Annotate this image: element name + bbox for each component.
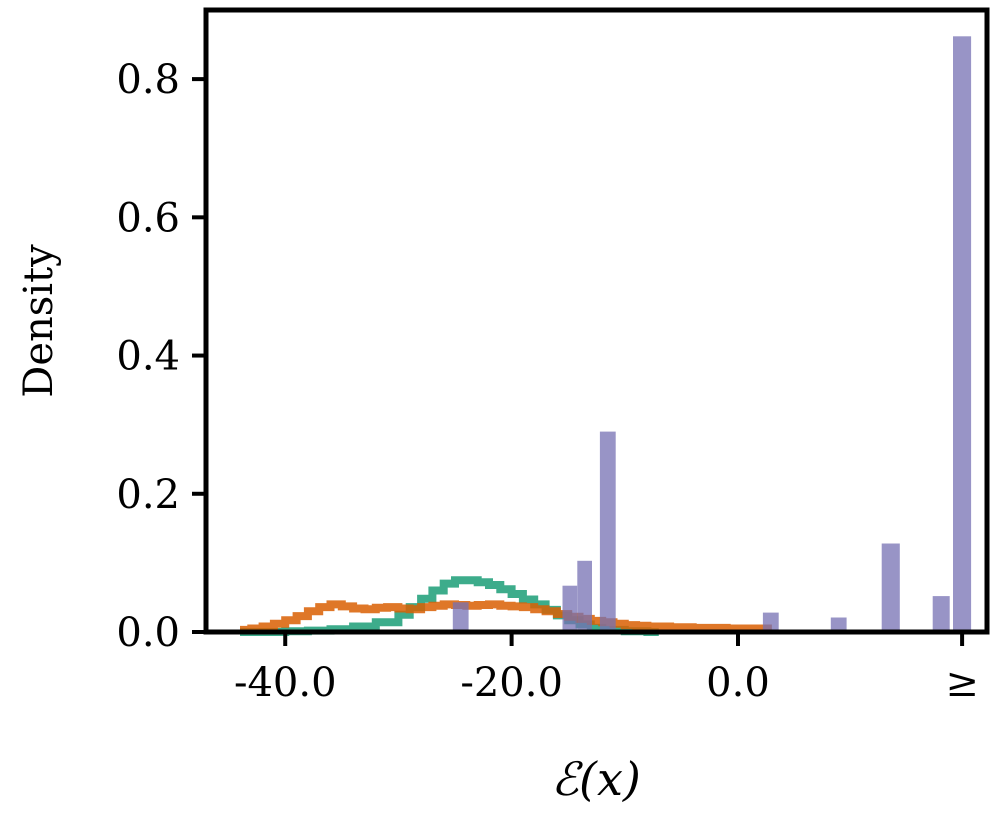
x-tick-label: -20.0 xyxy=(460,660,563,706)
histogram-bar xyxy=(452,602,469,632)
x-axis-label: ℰ(x) xyxy=(551,752,641,806)
plot-frame xyxy=(203,7,990,635)
x-tick-label: ≥ xyxy=(945,660,979,706)
histogram-bar xyxy=(881,543,900,632)
y-tick-label: 0.6 xyxy=(116,195,180,241)
y-tick-label: 0.4 xyxy=(116,334,180,380)
histogram-bar xyxy=(932,596,950,632)
x-tick-label: -40.0 xyxy=(234,660,337,706)
histogram-bar xyxy=(562,585,578,632)
x-tick-label: 0.0 xyxy=(706,660,770,706)
y-axis-label: Density xyxy=(16,244,62,398)
y-tick-label: 0.0 xyxy=(116,610,180,656)
histogram-bar xyxy=(762,612,779,632)
axis-ticks: -40.0 -20.0 0.0 ≥0.0 0.2 0.4 0.6 0.8 xyxy=(116,57,978,706)
histogram-bar xyxy=(953,36,972,633)
histogram-bar xyxy=(577,560,592,632)
y-tick-label: 0.2 xyxy=(116,472,180,518)
y-tick-label: 0.8 xyxy=(116,57,180,103)
plot-area xyxy=(240,36,972,636)
series-1-step-line xyxy=(240,600,772,634)
histogram-bar xyxy=(830,617,847,632)
histogram-bar xyxy=(599,431,616,632)
